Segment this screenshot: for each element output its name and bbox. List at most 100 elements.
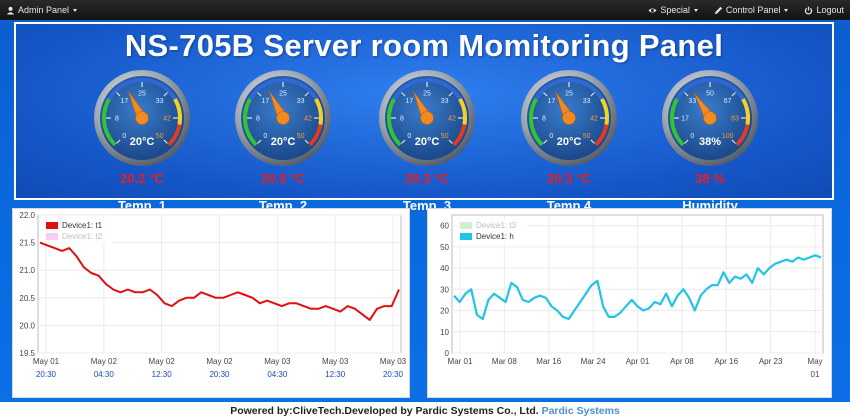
user-icon: [6, 6, 15, 15]
gauge-tick-label: 8: [115, 116, 119, 123]
chevron-down-icon: [693, 8, 698, 12]
gauge-tick-label: 25: [565, 91, 573, 98]
gauge-zone: [594, 124, 609, 147]
gauge-tick-label: 8: [400, 116, 404, 123]
gauge-tick: [401, 139, 406, 144]
gauge-tick: [543, 139, 548, 144]
gauge-reading: 20.3 °C: [405, 171, 449, 186]
gauge-tick-label: 50: [706, 91, 714, 98]
legend-entry[interactable]: Device1: t2: [62, 232, 103, 241]
gauge-zone: [529, 98, 544, 147]
x-tick-time-label: 04:30: [94, 370, 115, 379]
control-panel-label: Control Panel: [725, 5, 781, 15]
legend-entry[interactable]: Device1: h: [476, 232, 514, 241]
gauge-zone: [741, 98, 750, 125]
chevron-down-icon: [73, 8, 78, 12]
gauge-tick: [304, 139, 309, 144]
gauge-tick: [731, 92, 736, 97]
x-tick-label: Apr 08: [670, 357, 694, 366]
gauge-zone: [173, 98, 182, 125]
gauge-tick: [116, 92, 121, 97]
gauge-tick-label: 42: [590, 116, 598, 123]
gauge-zone: [675, 78, 745, 101]
humidity-chart: 60 50 40 30 20 10 0 Mar 01 Mar 08 Mar 16 Mar 24 Apr…: [427, 208, 832, 398]
gauge-tick: [448, 139, 453, 144]
gauge-zone: [387, 98, 402, 147]
y-tick-label: 30: [440, 285, 449, 294]
pardic-systems-link[interactable]: Pardic Systems: [541, 405, 620, 417]
gauge-zone: [452, 124, 467, 147]
gauge-tick: [448, 92, 453, 97]
top-navbar: Admin Panel Special Control Panel Logo: [0, 0, 850, 20]
gauge-hub: [562, 111, 576, 125]
gauge-tick-label: 17: [681, 116, 689, 123]
footer-credit: Powered by:CliveTech.Developed by Pardic…: [230, 405, 539, 417]
gauge-display-value: 20°C: [271, 136, 296, 148]
gauge-tick-label: 42: [163, 116, 171, 123]
gauge-tick: [163, 92, 168, 97]
special-label: Special: [660, 5, 690, 15]
x-tick-label: Mar 24: [581, 357, 606, 366]
gauge-tick: [731, 139, 736, 144]
logout-button[interactable]: Logout: [804, 5, 844, 15]
y-tick-label: 19.5: [19, 349, 35, 358]
gauge-tick-label: 0: [263, 133, 267, 140]
gauge-tick-label: 100: [722, 133, 734, 140]
gauge-tick: [257, 139, 262, 144]
gauge-tick-label: 0: [407, 133, 411, 140]
control-panel-menu[interactable]: Control Panel: [714, 5, 789, 15]
y-tick-label: 22.0: [19, 211, 35, 220]
gauge-zone: [107, 78, 177, 101]
gauge-zone: [534, 78, 604, 101]
page-title: NS-705B Server room Momitoring Panel: [124, 28, 724, 63]
x-tick-label: May 03: [322, 357, 349, 366]
gauge-zone: [248, 78, 318, 101]
gauge-zone: [670, 98, 685, 147]
x-tick-label: Apr 23: [759, 357, 783, 366]
gauge-tick-label: 33: [156, 98, 164, 105]
gauge-tick-label: 0: [122, 133, 126, 140]
chart-legend[interactable]: Device1: t3 Device1: h: [457, 219, 527, 243]
y-tick-label: 20: [440, 307, 449, 316]
legend-swatch: [460, 233, 472, 240]
gauge-display-value: 20°C: [130, 136, 155, 148]
legend-swatch: [460, 222, 472, 229]
chevron-down-icon: [784, 8, 789, 12]
y-tick-label: 21.5: [19, 239, 35, 248]
admin-panel-menu[interactable]: Admin Panel: [6, 5, 78, 15]
logout-label: Logout: [816, 5, 844, 15]
x-tick-label: May 02: [91, 357, 118, 366]
gauge-zone: [458, 98, 467, 125]
gauge-tick: [401, 92, 406, 97]
legend-entry[interactable]: Device1: t3: [476, 221, 517, 230]
y-tick-label: 10: [440, 328, 449, 337]
gauge-tick-label: 33: [688, 98, 696, 105]
special-menu[interactable]: Special: [648, 5, 698, 15]
gauge-zone: [392, 78, 462, 101]
gauge-reading: 38 %: [695, 171, 725, 186]
gauge-reading: 20.5 °C: [261, 171, 305, 186]
gauge-tick-label: 25: [423, 91, 431, 98]
gauge-tick-label: 50: [297, 133, 305, 140]
eye-icon: [648, 7, 657, 13]
gauge-tick-label: 42: [448, 116, 456, 123]
gauge-panel: NS-705B Server room Momitoring Panel 0 8 1…: [14, 22, 834, 213]
gauge-tick: [590, 139, 595, 144]
legend-swatch: [46, 233, 58, 240]
x-tick-label: Apr 16: [714, 357, 738, 366]
gauge-tick-label: 50: [583, 133, 591, 140]
y-tick-label: 40: [440, 264, 449, 273]
x-tick-label: May 03: [380, 357, 407, 366]
legend-entry[interactable]: Device1: t1: [62, 221, 103, 230]
gauge-zone: [314, 98, 323, 125]
gauge-reading: 20.3 °C: [547, 171, 591, 186]
gauge-display-value: 20°C: [557, 136, 582, 148]
admin-panel-label: Admin Panel: [18, 5, 70, 15]
gauge-tick-label: 33: [583, 98, 591, 105]
x-tick-label: Mar 01: [448, 357, 473, 366]
chart-legend[interactable]: Device1: t1 Device1: t2: [43, 219, 113, 243]
gauge-tick-label: 8: [256, 116, 260, 123]
